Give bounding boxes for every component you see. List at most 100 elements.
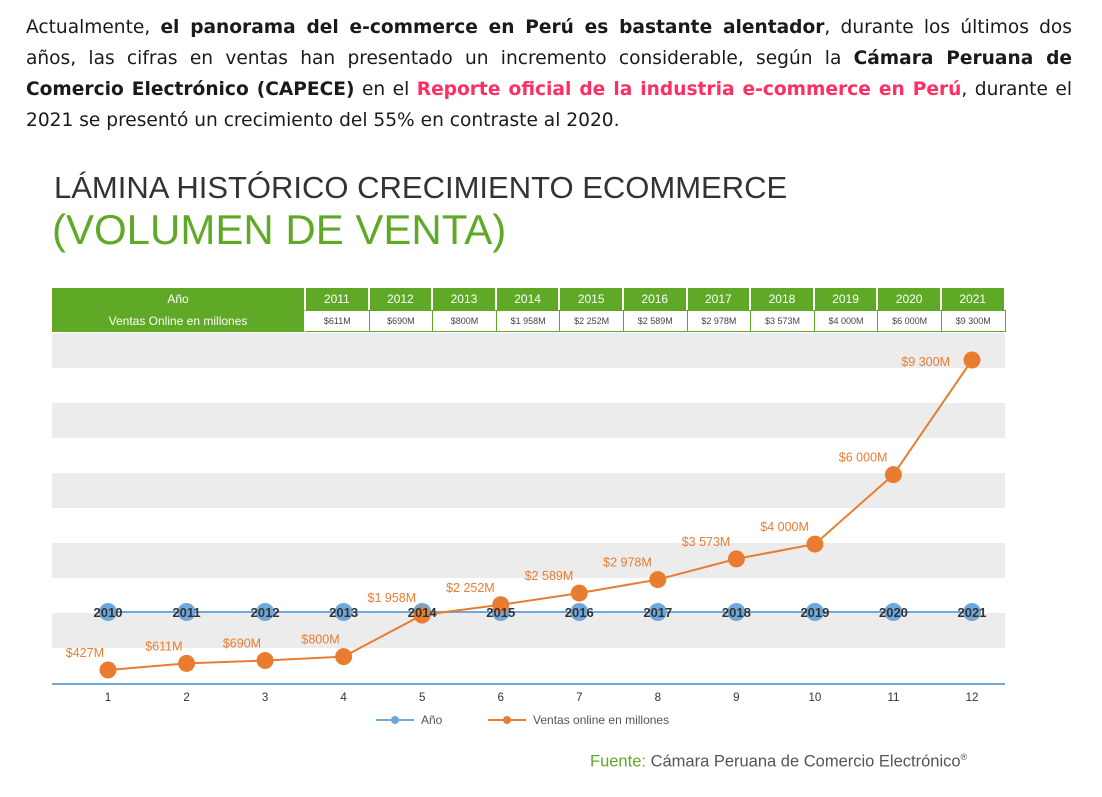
intro-text-2: , durante los últimos dos años, las cifr…	[26, 17, 1072, 69]
x-axis: 1 2 3 4 5 6 7 8 9 10 11 12	[52, 683, 1005, 704]
table-cell-sales: $611M	[306, 310, 370, 332]
registered-mark: ®	[960, 752, 968, 762]
sales-point	[649, 571, 667, 589]
table-cell-sales: $2 978M	[687, 310, 752, 332]
year-label: 2018	[722, 605, 751, 620]
year-point	[884, 603, 903, 621]
report-link[interactable]: Reporte oficial de la industria e-commer…	[416, 79, 962, 100]
sales-data-label: $3 573M	[682, 535, 731, 549]
chart-title: LÁMINA HISTÓRICO CRECIMIENTO ECOMMERCE	[54, 170, 788, 205]
sales-point	[963, 351, 981, 369]
x-tick-label: 5	[419, 692, 425, 704]
grid-bands	[52, 333, 1005, 648]
grid-band	[52, 543, 1005, 578]
table-cell-sales: $6 000M	[878, 310, 942, 332]
grid-band	[52, 613, 1005, 648]
table-cell-year: 2017	[687, 288, 752, 310]
sales-series-line	[107, 359, 973, 671]
source-label: Fuente:	[590, 752, 646, 771]
legend-sales-label: Ventas online en millones	[533, 713, 669, 727]
table-cell-sales: $2 589M	[623, 310, 688, 332]
year-label: 2021	[958, 605, 987, 620]
intro-text-1: Actualmente,	[26, 17, 161, 38]
table-cell-year: 2020	[878, 288, 942, 310]
table-cell-year: 2013	[433, 288, 497, 310]
year-point	[648, 603, 667, 621]
sales-point	[256, 652, 274, 670]
table-cell-year: 2014	[496, 288, 561, 310]
legend-year-marker	[391, 716, 399, 724]
x-tick-label: 7	[576, 692, 582, 704]
year-label: 2013	[329, 605, 358, 620]
sales-data-label: $2 252M	[446, 581, 495, 595]
intro-text-4: , durante el 2021 se presentó un crecimi…	[26, 79, 1072, 131]
x-tick-label: 4	[340, 692, 347, 704]
year-label: 2015	[486, 605, 515, 620]
intro-paragraph: Actualmente, el panorama del e-commerce …	[26, 12, 1072, 136]
sales-data-label: $4 000M	[760, 520, 809, 534]
year-label: 2016	[565, 605, 594, 620]
sales-point	[335, 648, 353, 666]
table-cell-sales: $2 252M	[560, 310, 624, 332]
sales-data-label: $6 000M	[839, 451, 888, 465]
sales-data-label: $2 589M	[525, 569, 574, 583]
x-tick-label: 11	[887, 692, 899, 704]
table-cell-year: 2019	[814, 288, 879, 310]
chart-subtitle: (VOLUMEN DE VENTA)	[52, 206, 507, 253]
sales-data-label: $9 300M	[901, 355, 950, 369]
sales-point	[806, 535, 824, 553]
sales-point	[178, 654, 196, 672]
sales-point	[492, 596, 510, 614]
grid-band	[52, 403, 1005, 438]
chart-series: 2010 2011 2012 2013 2014 2015 2016 2017 2018 2019…	[66, 351, 987, 679]
source-text: Cámara Peruana de Comercio Electrónico	[650, 752, 961, 771]
year-label: 2017	[643, 605, 672, 620]
table-cell-sales: $800M	[433, 310, 497, 332]
year-label: 2010	[94, 605, 123, 620]
grid-band	[52, 333, 1005, 368]
table-cell-year: 2015	[560, 288, 624, 310]
year-point	[805, 603, 824, 621]
table-cell-sales: $3 573M	[751, 310, 815, 332]
legend-year-label: Año	[421, 713, 443, 727]
x-tick-label: 9	[733, 692, 739, 704]
sales-data-label: $1 958M	[368, 591, 417, 605]
sales-table: Año 2011 2012 2013 2014 2015 2016 2017 2018 2019…	[52, 288, 1006, 332]
legend-sales-marker	[503, 716, 511, 724]
table-header-sales: Ventas Online en millones	[52, 310, 306, 332]
table-row-year: Año 2011 2012 2013 2014 2015 2016 2017 2018 2019…	[52, 288, 1006, 310]
x-tick-label: 2	[183, 692, 189, 704]
sales-data-label: $611M	[145, 639, 182, 653]
x-tick-label: 12	[966, 692, 979, 704]
intro-bold-1: el panorama del e-commerce en Perú es ba…	[160, 17, 825, 38]
sales-point	[570, 584, 588, 602]
table-row-sales: Ventas Online en millones $611M $690M $800…	[52, 310, 1006, 332]
x-tick-label: 3	[262, 692, 268, 704]
year-label: 2014	[408, 605, 438, 620]
year-point	[256, 603, 275, 621]
table-cell-year: 2012	[369, 288, 434, 310]
table-cell-year: 2016	[623, 288, 688, 310]
table-cell-year: 2021	[941, 288, 1006, 310]
source-note: Fuente: Cámara Peruana de Comercio Elect…	[590, 752, 967, 772]
table-cell-sales: $1 958M	[496, 310, 561, 332]
sales-data-label: $427M	[66, 646, 104, 660]
sales-data-label: $690M	[223, 637, 261, 651]
x-tick-label: 8	[655, 692, 661, 704]
table-cell-sales: $690M	[369, 310, 434, 332]
year-point	[334, 603, 353, 621]
year-label: 2020	[879, 605, 908, 620]
table-cell-year: 2018	[751, 288, 815, 310]
year-point	[99, 603, 117, 621]
x-tick-label: 10	[809, 692, 822, 704]
sales-point	[884, 466, 902, 484]
x-tick-label: 6	[498, 692, 504, 704]
year-label: 2012	[251, 605, 280, 620]
table-cell-sales: $9 300M	[941, 310, 1006, 332]
intro-bold-2: Cámara Peruana de Comercio Electrónico (…	[26, 48, 1072, 100]
year-point	[963, 603, 981, 621]
table-cell-year: 2011	[306, 288, 370, 310]
table-cell-sales: $4 000M	[814, 310, 879, 332]
sales-point	[727, 550, 745, 568]
